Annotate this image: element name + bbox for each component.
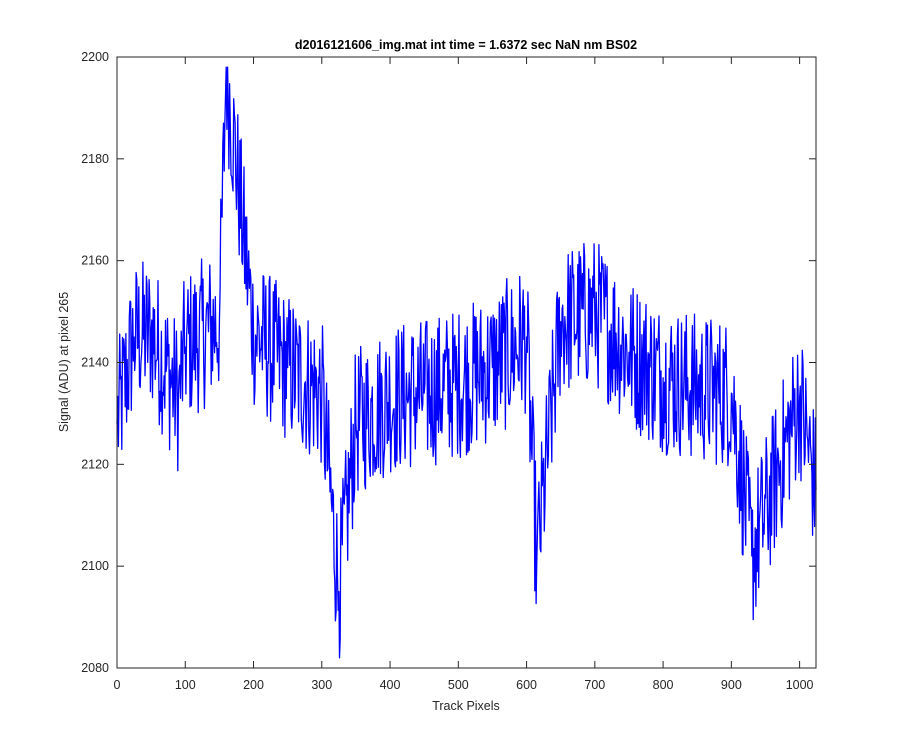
- x-tick-label: 500: [448, 678, 469, 692]
- y-axis: 2080 2100 2120 2140 2160 2180 2200: [81, 50, 816, 675]
- x-tick-label: 700: [584, 678, 605, 692]
- x-tick-label: 600: [516, 678, 537, 692]
- y-tick-label: 2180: [81, 152, 109, 166]
- x-tick-label: 200: [243, 678, 264, 692]
- y-tick-label: 2120: [81, 457, 109, 471]
- y-tick-label: 2160: [81, 254, 109, 268]
- y-tick-label: 2200: [81, 50, 109, 64]
- x-tick-label: 900: [721, 678, 742, 692]
- y-tick-label: 2100: [81, 559, 109, 573]
- x-tick-label: 100: [175, 678, 196, 692]
- x-axis: 0 100 200 300 400 500 600 700 800 900 1000: [114, 57, 814, 692]
- chart-title: d2016121606_img.mat int time = 1.6372 se…: [295, 38, 637, 52]
- y-axis-label: Signal (ADU) at pixel 265: [57, 292, 71, 432]
- series-layer: [116, 66, 817, 659]
- x-tick-label: 1000: [786, 678, 814, 692]
- series-line: [116, 66, 817, 659]
- x-tick-label: 800: [653, 678, 674, 692]
- x-tick-label: 300: [311, 678, 332, 692]
- x-axis-label: Track Pixels: [432, 699, 500, 713]
- y-tick-label: 2080: [81, 661, 109, 675]
- x-tick-label: 0: [114, 678, 121, 692]
- y-tick-label: 2140: [81, 356, 109, 370]
- x-tick-label: 400: [380, 678, 401, 692]
